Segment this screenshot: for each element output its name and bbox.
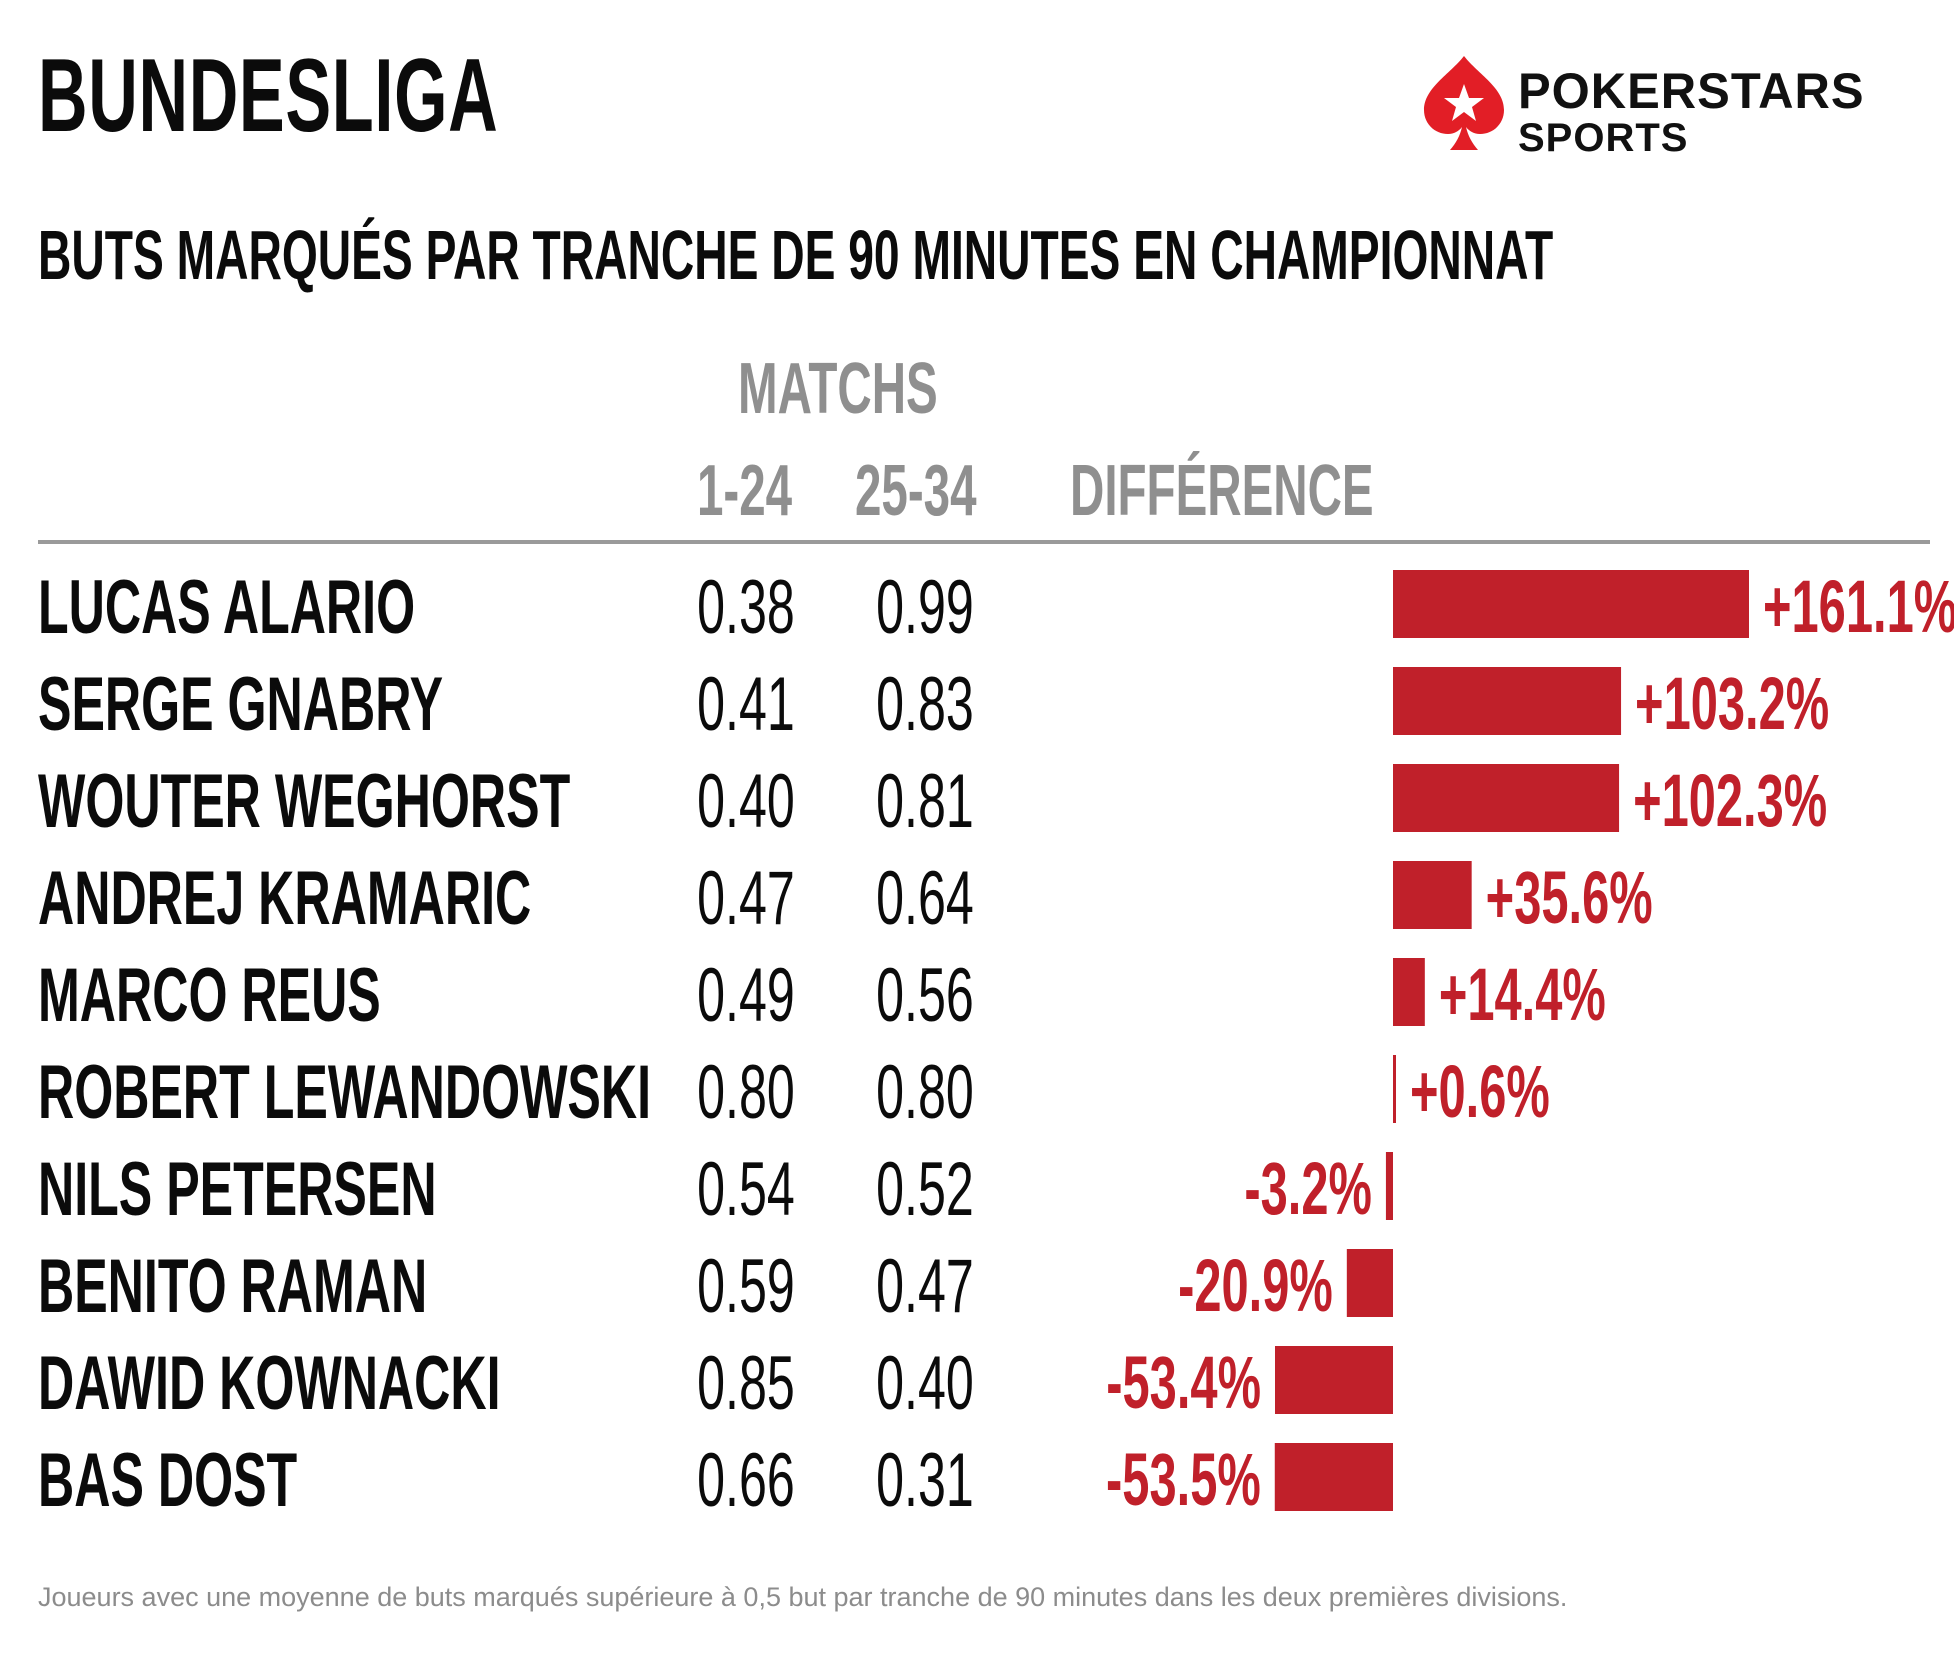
spade-star-icon xyxy=(1424,56,1504,150)
player-name: LUCAS ALARIO xyxy=(38,565,416,650)
table-row: WOUTER WEGHORST 0.40 0.81 xyxy=(0,756,1954,846)
value-matchs-1-24: 0.47 xyxy=(697,856,795,941)
value-matchs-1-24: 0.54 xyxy=(697,1147,795,1232)
header-col-1-24: 1-24 xyxy=(697,451,793,531)
difference-label: +35.6% xyxy=(1486,857,1653,940)
logo: POKERSTARS SPORTS xyxy=(1420,54,1920,164)
difference-bar xyxy=(1393,764,1620,832)
value-matchs-1-24: 0.80 xyxy=(697,1050,795,1135)
title: BUNDESLIGA xyxy=(38,38,499,154)
value-matchs-1-24: 0.41 xyxy=(697,662,795,747)
value-matchs-25-34: 0.83 xyxy=(876,662,974,747)
value-matchs-1-24: 0.66 xyxy=(697,1438,795,1523)
value-matchs-1-24: 0.85 xyxy=(697,1341,795,1426)
table-row: ANDREJ KRAMARIC 0.47 0.64 xyxy=(0,853,1954,943)
difference-label: +103.2% xyxy=(1635,663,1829,746)
value-matchs-25-34: 0.99 xyxy=(876,565,974,650)
difference-label: +161.1% xyxy=(1763,566,1954,649)
table-row: MARCO REUS 0.49 0.56 xyxy=(0,950,1954,1040)
subtitle: BUTS MARQUÉS PAR TRANCHE DE 90 MINUTES E… xyxy=(38,216,1554,294)
value-matchs-25-34: 0.40 xyxy=(876,1341,974,1426)
difference-bar xyxy=(1393,1055,1396,1123)
player-name: WOUTER WEGHORST xyxy=(38,759,571,844)
table-row: BENITO RAMAN 0.59 0.47 xyxy=(0,1241,1954,1331)
difference-bar xyxy=(1274,1346,1393,1414)
table-row: DAWID KOWNACKI 0.85 0.40 xyxy=(0,1338,1954,1428)
difference-label: +0.6% xyxy=(1410,1051,1550,1134)
player-name: ROBERT LEWANDOWSKI xyxy=(38,1050,652,1135)
value-matchs-25-34: 0.81 xyxy=(876,759,974,844)
difference-label: +102.3% xyxy=(1633,760,1827,843)
difference-bar xyxy=(1393,958,1425,1026)
value-matchs-25-34: 0.56 xyxy=(876,953,974,1038)
table-row: NILS PETERSEN 0.54 0.52 xyxy=(0,1144,1954,1234)
player-name: ANDREJ KRAMARIC xyxy=(38,856,532,941)
difference-label: -53.4% xyxy=(1106,1342,1261,1425)
player-name: NILS PETERSEN xyxy=(38,1147,437,1232)
difference-bar xyxy=(1274,1443,1393,1511)
header-rule xyxy=(38,540,1930,544)
table-row: LUCAS ALARIO 0.38 0.99 xyxy=(0,562,1954,652)
header-col-25-34: 25-34 xyxy=(855,451,977,531)
logo-text-line1: POKERSTARS xyxy=(1518,63,1865,119)
value-matchs-25-34: 0.31 xyxy=(876,1438,974,1523)
value-matchs-1-24: 0.38 xyxy=(697,565,795,650)
player-name: BAS DOST xyxy=(38,1438,298,1523)
player-name: MARCO REUS xyxy=(38,953,381,1038)
difference-bar xyxy=(1385,1152,1393,1220)
value-matchs-1-24: 0.59 xyxy=(697,1244,795,1329)
value-matchs-25-34: 0.80 xyxy=(876,1050,974,1135)
header-matchs: MATCHS xyxy=(738,349,938,429)
difference-label: -3.2% xyxy=(1244,1148,1372,1231)
logo-text-line2: SPORTS xyxy=(1518,116,1689,160)
difference-bar xyxy=(1393,570,1749,638)
table-row: BAS DOST 0.66 0.31 xyxy=(0,1435,1954,1525)
difference-bar xyxy=(1346,1249,1393,1317)
value-matchs-25-34: 0.47 xyxy=(876,1244,974,1329)
value-matchs-25-34: 0.64 xyxy=(876,856,974,941)
player-name: BENITO RAMAN xyxy=(38,1244,428,1329)
table-row: SERGE GNABRY 0.41 0.83 xyxy=(0,659,1954,749)
value-matchs-25-34: 0.52 xyxy=(876,1147,974,1232)
header-difference: DIFFÉRENCE xyxy=(1070,451,1374,531)
value-matchs-1-24: 0.49 xyxy=(697,953,795,1038)
difference-label: -53.5% xyxy=(1106,1439,1261,1522)
difference-label: +14.4% xyxy=(1439,954,1606,1037)
difference-label: -20.9% xyxy=(1178,1245,1333,1328)
footnote: Joueurs avec une moyenne de buts marqués… xyxy=(38,1582,1568,1612)
player-name: DAWID KOWNACKI xyxy=(38,1341,501,1426)
difference-bar xyxy=(1393,667,1622,735)
player-name: SERGE GNABRY xyxy=(38,662,444,747)
value-matchs-1-24: 0.40 xyxy=(697,759,795,844)
difference-bar xyxy=(1393,861,1472,929)
table-row: ROBERT LEWANDOWSKI 0.80 0.80 xyxy=(0,1047,1954,1137)
